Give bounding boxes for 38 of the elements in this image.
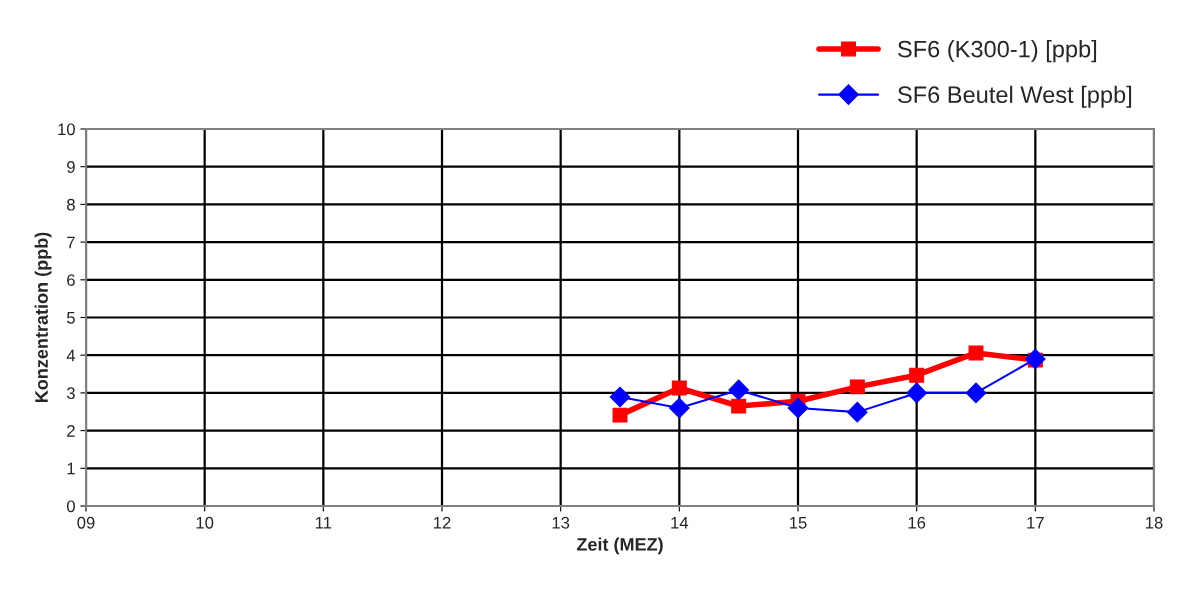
- x-tick-label: 11: [315, 517, 332, 529]
- x-tick-label: 17: [1027, 517, 1044, 529]
- x-tick-label: 13: [552, 516, 570, 529]
- x-tick-label: 15: [790, 517, 807, 529]
- point: [965, 382, 987, 404]
- x-tick-label: 18: [1146, 516, 1163, 529]
- point: [787, 397, 809, 419]
- x-tick-label: 14: [671, 517, 689, 529]
- y-tick-label: 8: [67, 198, 75, 211]
- legend-label: SF6 Beutel West [ppb]: [898, 85, 1132, 108]
- y-tick-label: 2: [67, 425, 75, 437]
- x-axis-title: Zeit (MEZ): [576, 537, 663, 555]
- point: [906, 382, 928, 404]
- y-tick-label: 6: [67, 274, 75, 286]
- y-tick-label: 1: [67, 462, 75, 475]
- point: [968, 345, 984, 361]
- y-tick-label: 7: [67, 236, 75, 249]
- x-tick-label: 12: [434, 516, 451, 529]
- point: [849, 379, 865, 395]
- point: [609, 386, 631, 408]
- y-tick-label: 0: [66, 500, 75, 513]
- point: [846, 401, 868, 423]
- y-tick-label: 4: [66, 349, 76, 362]
- point: [671, 380, 687, 396]
- point: [728, 379, 750, 401]
- point: [731, 398, 747, 414]
- y-axis-title: Konzentration (ppb): [34, 232, 52, 403]
- legend-label: SF6 (K300-1) [ppb]: [898, 40, 1097, 63]
- y-tick-label: 10: [58, 123, 75, 136]
- x-tick-label: 16: [908, 516, 926, 529]
- y-tick-label: 5: [66, 312, 75, 324]
- x-tick-label: 10: [196, 516, 214, 529]
- point: [909, 367, 925, 383]
- y-tick-label: 3: [66, 387, 75, 400]
- point: [612, 407, 628, 423]
- x-tick-label: 09: [77, 516, 95, 529]
- y-tick-label: 9: [67, 161, 75, 173]
- point: [668, 397, 690, 419]
